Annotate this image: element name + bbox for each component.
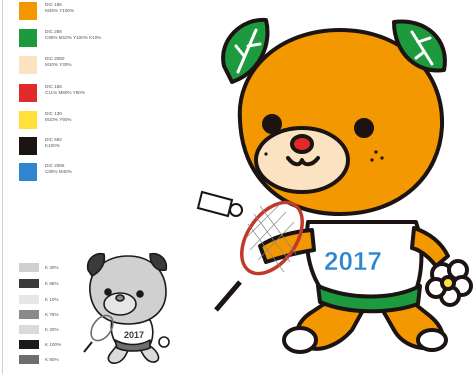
mascot-color-illustration: 2017	[196, 17, 473, 354]
color-chip	[19, 56, 37, 74]
gray-chip	[19, 340, 39, 349]
gray-chip	[19, 263, 39, 272]
gray-label: K 80%	[45, 357, 59, 362]
swatch-code: DIC 2080	[45, 56, 65, 61]
shuttlecock-icon	[196, 190, 243, 218]
color-chip	[19, 84, 37, 102]
mascot-foot	[282, 326, 318, 354]
gray-label: K 100%	[45, 342, 62, 347]
swatch-cmyk: C85% M10% Y100% K10%	[45, 35, 102, 40]
gray-label: K 85%	[45, 281, 59, 286]
swatch-cmyk: M10% Y90%	[45, 117, 72, 122]
gray-swatch-row: K 80%	[19, 355, 59, 364]
color-swatch-row: DIC 2080 M10% Y30%	[19, 56, 71, 74]
mascot-year-text: 2017	[324, 246, 382, 276]
mascot-gray-year-text: 2017	[124, 330, 144, 340]
swatch-cmyk: C80% M40%	[45, 169, 72, 174]
mascot-mouth	[286, 156, 320, 167]
mascot-nose	[290, 134, 314, 154]
gray-chip	[19, 279, 39, 288]
swatch-cmyk: M10% Y30%	[45, 62, 72, 67]
mascot-eye	[354, 118, 374, 138]
swatch-code: DIC 156	[45, 84, 62, 89]
gray-chip	[19, 310, 39, 319]
swatch-code: DIC 288	[45, 29, 62, 34]
gray-label: K 10%	[45, 297, 59, 302]
gray-chip	[19, 355, 39, 364]
gray-swatch-row: K 30%	[19, 263, 59, 272]
color-chip	[19, 29, 37, 47]
color-swatch-row: DIC 130 M10% Y90%	[19, 111, 71, 129]
color-chip	[19, 2, 37, 20]
mascot-foot	[416, 328, 448, 352]
swatch-code: DIC 2085	[45, 163, 65, 168]
gray-swatch-row: K 10%	[19, 295, 59, 304]
leaf-left-icon	[221, 17, 270, 84]
gray-swatch-row: K 85%	[19, 279, 59, 288]
color-swatch-row: DIC 288 C85% M10% Y100% K10%	[19, 29, 101, 47]
color-swatch-row: DIC 185 M45% Y100%	[19, 2, 74, 20]
mascot-eye	[262, 114, 282, 134]
gray-label: K 75%	[45, 312, 59, 317]
color-chip	[19, 111, 37, 129]
gray-chip	[19, 295, 39, 304]
gray-label: K 20%	[45, 327, 59, 332]
mascot-shirt-hem	[316, 284, 422, 314]
swatch-cmyk: M45% Y100%	[45, 8, 75, 13]
swatch-code: DIC 130	[45, 111, 62, 116]
gray-label: K 30%	[45, 265, 59, 270]
gray-swatch-row: K 100%	[19, 340, 61, 349]
color-chip	[19, 137, 37, 155]
gray-swatch-row: K 75%	[19, 310, 59, 319]
swatch-cmyk: K100%	[45, 143, 60, 148]
flower-center	[440, 275, 456, 291]
color-swatch-row: DIC 156 C11% M90% Y90%	[19, 84, 85, 102]
swatch-code: DIC 185	[45, 2, 62, 7]
gray-swatch-row: K 20%	[19, 325, 59, 334]
badminton-racket-icon	[214, 200, 304, 312]
swatch-code: DIC 582	[45, 137, 62, 142]
left-border-rule	[2, 0, 3, 374]
color-swatch-row: DIC 582 K100%	[19, 137, 62, 155]
swatch-cmyk: C11% M90% Y90%	[45, 90, 85, 95]
mascot-grayscale-illustration: 2017	[83, 252, 170, 364]
color-swatch-row: DIC 2085 C80% M40%	[19, 163, 72, 181]
gray-chip	[19, 325, 39, 334]
color-chip	[19, 163, 37, 181]
